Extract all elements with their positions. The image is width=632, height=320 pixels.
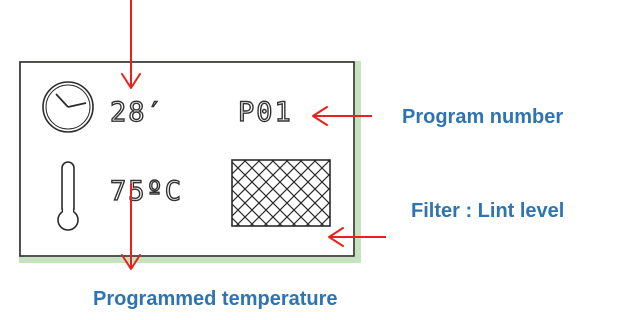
program-readout: P01: [238, 97, 293, 128]
clock-icon: [42, 81, 94, 133]
temperature-readout: 75ºC: [110, 176, 183, 207]
thermometer-icon: [57, 161, 79, 231]
filter-mesh-icon: [231, 159, 331, 227]
filter-lint-level-label: Filter : Lint level: [411, 200, 564, 222]
duration-arrow: [121, 0, 141, 89]
duration-readout: 28′: [110, 97, 165, 128]
temperature-arrow: [121, 184, 141, 270]
programmed-temperature-label: Programmed temperature: [93, 288, 338, 310]
program-number-label: Program number: [402, 106, 563, 128]
filter-arrow: [328, 227, 386, 247]
program-number-arrow: [312, 106, 372, 126]
